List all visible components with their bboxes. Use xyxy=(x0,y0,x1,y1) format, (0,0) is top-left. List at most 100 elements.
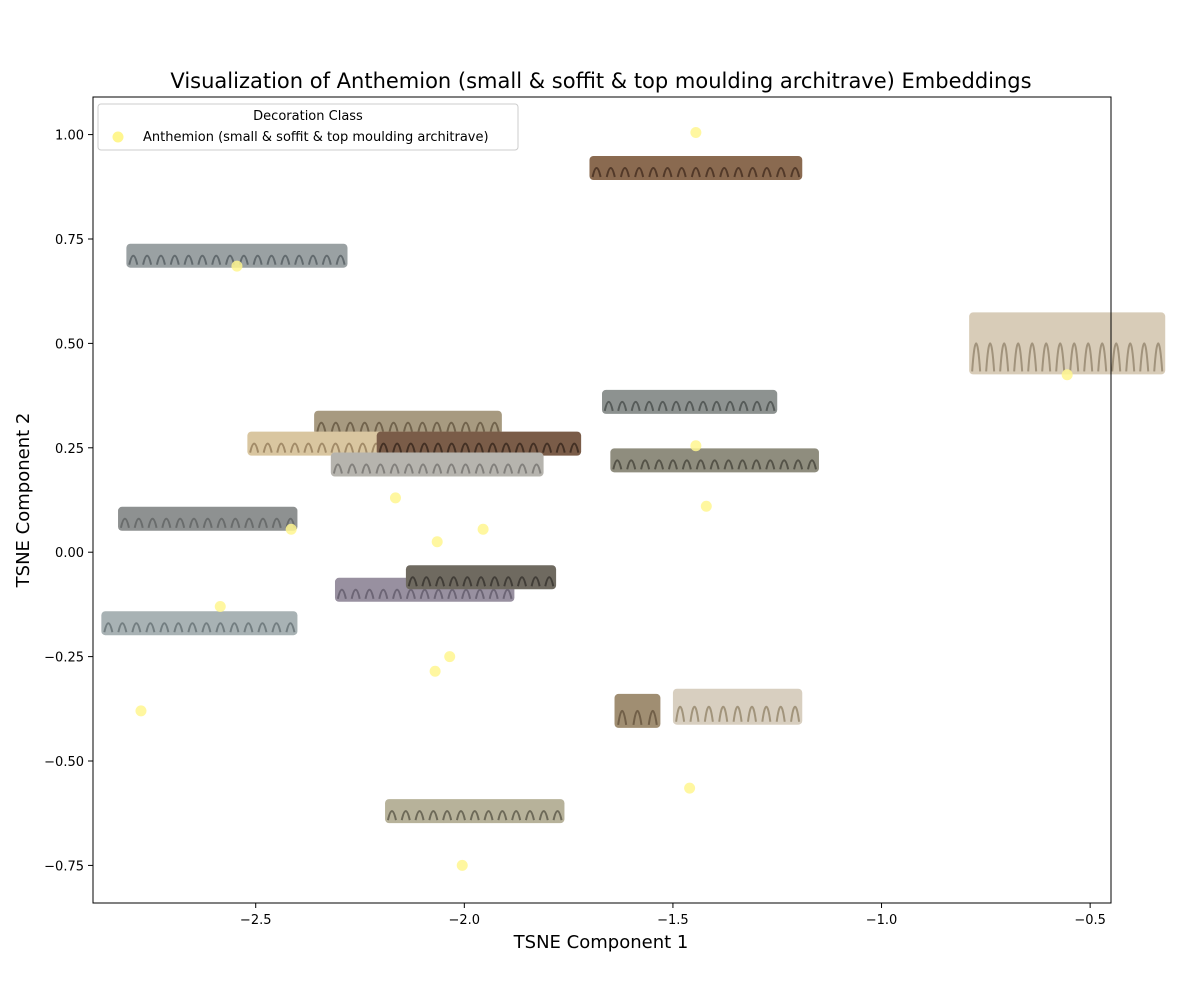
thumbnail-motif xyxy=(117,622,128,633)
thumbnail-motif xyxy=(215,622,226,633)
thumbnail-motif xyxy=(517,463,528,474)
thumbnail-motif xyxy=(605,166,616,178)
image-thumbnail xyxy=(602,389,778,414)
thumbnail-motif xyxy=(271,517,282,529)
thumbnail-motif xyxy=(738,400,749,412)
image-thumbnail xyxy=(101,611,298,636)
thumbnail-motif xyxy=(1041,342,1052,372)
data-point xyxy=(456,859,468,871)
thumbnail-motif xyxy=(407,576,418,587)
thumbnail-motif xyxy=(1027,342,1038,372)
thumbnail-motif xyxy=(474,588,485,600)
thumbnail-motif xyxy=(684,400,695,412)
thumbnail-motif xyxy=(173,622,184,633)
thumbnail-motif xyxy=(698,400,709,412)
thumbnail-motif xyxy=(634,166,645,178)
thumbnail-motif xyxy=(378,588,389,600)
thumbnail-motif xyxy=(737,459,748,470)
image-thumbnail xyxy=(405,565,557,590)
thumbnail-motif xyxy=(487,442,498,453)
thumbnail-motif xyxy=(145,622,156,633)
image-thumbnail xyxy=(672,688,803,725)
thumbnail-motif xyxy=(131,622,142,633)
thumbnail-motif xyxy=(389,463,400,474)
thumbnail-motif xyxy=(447,588,458,600)
thumbnail-motif xyxy=(1055,342,1066,372)
thumbnail-motif xyxy=(746,705,757,722)
data-point xyxy=(690,440,702,452)
thumbnail-motif xyxy=(403,463,414,474)
thumbnail-motif xyxy=(474,463,485,474)
thumbnail-motif xyxy=(335,254,346,265)
thumbnail-motif xyxy=(542,442,553,453)
thumbnail-motif xyxy=(793,459,804,470)
thumbnail-motif xyxy=(405,588,416,600)
thumbnail-motif xyxy=(392,588,403,600)
thumbnail-motif xyxy=(361,463,372,474)
thumbnail-motif xyxy=(544,576,555,587)
thumbnail-motif xyxy=(775,705,786,722)
thumbnail-motif xyxy=(175,517,186,529)
thumbnail-motif xyxy=(1111,342,1122,372)
thumbnail-motif xyxy=(202,517,213,529)
image-thumbnail xyxy=(118,506,298,531)
y-tick-label: 0.00 xyxy=(55,546,84,561)
thumbnail-motif xyxy=(719,166,730,178)
thumbnail-motif xyxy=(648,166,659,178)
thumbnail-motif xyxy=(211,254,222,265)
thumbnail-motif xyxy=(374,421,385,432)
x-tick-label: −1.5 xyxy=(657,913,689,928)
thumbnail-motif xyxy=(776,166,786,178)
thumbnail-motif xyxy=(201,622,212,633)
thumbnail-motif xyxy=(473,442,484,453)
thumbnail-motif xyxy=(448,576,459,587)
thumbnail-motif xyxy=(280,254,291,265)
thumbnail-motif xyxy=(188,517,199,529)
thumbnail-motif xyxy=(169,254,180,265)
thumbnail-motif xyxy=(807,459,817,470)
thumbnail-motif xyxy=(460,442,471,453)
data-point xyxy=(700,500,712,512)
thumbnail-motif xyxy=(1097,342,1108,372)
thumbnail-motif xyxy=(640,459,651,470)
thumbnail-motif xyxy=(752,400,762,412)
thumbnail-motif xyxy=(262,442,273,453)
thumbnail-motif xyxy=(330,421,341,432)
thumbnail-motif xyxy=(612,459,623,470)
thumbnail-motif xyxy=(243,622,254,633)
thumbnail-motif xyxy=(252,254,263,265)
thumbnail-motif xyxy=(723,459,734,470)
thumbnail-motif xyxy=(159,622,170,633)
thumbnail-motif xyxy=(483,810,494,821)
thumbnail-motif xyxy=(524,810,535,821)
thumbnail-motif xyxy=(460,421,471,432)
thumbnail-motif xyxy=(244,517,255,529)
thumbnail-motif xyxy=(516,576,527,587)
thumbnail-motif xyxy=(999,342,1010,372)
y-tick-label: −0.75 xyxy=(44,859,84,874)
thumbnail-motif xyxy=(1013,342,1024,372)
thumbnail-motif xyxy=(747,166,758,178)
thumbnail-motif xyxy=(431,421,442,432)
thumbnail-motif xyxy=(733,166,744,178)
thumbnail-motif xyxy=(503,463,514,474)
thumbnail-motif xyxy=(183,254,194,265)
thumbnail-motif xyxy=(345,421,356,432)
thumbnail-motif xyxy=(350,588,361,600)
thumbnail-motif xyxy=(489,576,500,587)
thumbnail-motif xyxy=(630,400,641,412)
thumbnail-motif xyxy=(617,709,628,726)
image-thumbnail xyxy=(385,799,565,824)
thumbnail-body xyxy=(101,611,298,636)
x-tick-label: −0.5 xyxy=(1074,913,1106,928)
thumbnail-motif xyxy=(644,400,655,412)
thumbnail-motif xyxy=(289,442,300,453)
scatter-points xyxy=(135,126,1073,871)
thumbnail-motif xyxy=(405,442,416,453)
thumbnail-motif xyxy=(307,254,318,265)
thumbnail-motif xyxy=(732,705,743,722)
thumbnail-motif xyxy=(657,400,668,412)
data-point xyxy=(231,260,243,272)
thumbnail-motif xyxy=(364,588,375,600)
thumbnail-motif xyxy=(446,463,457,474)
